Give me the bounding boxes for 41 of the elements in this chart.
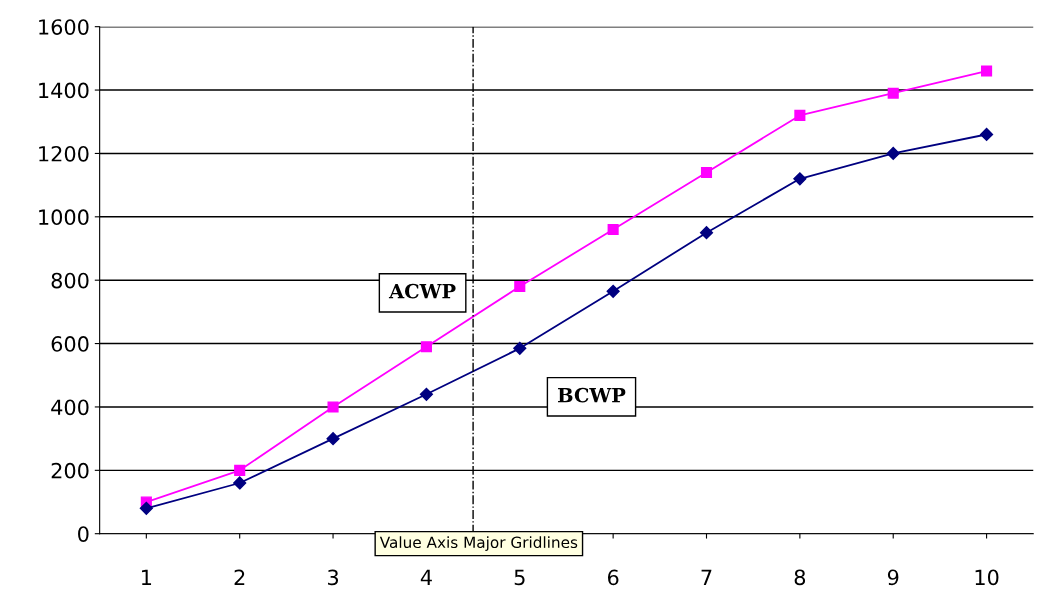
text: Value Axis Major Gridlines bbox=[379, 536, 578, 552]
y-tick-label: 1000 bbox=[39, 209, 89, 226]
y-tick-label: 600 bbox=[51, 336, 89, 352]
y-tick-label: 0 bbox=[78, 526, 89, 542]
point bbox=[699, 226, 714, 240]
point bbox=[887, 87, 899, 99]
point bbox=[327, 401, 339, 413]
y-tick-label: 1200 bbox=[39, 145, 89, 162]
y-tick-label: 1600 bbox=[39, 19, 89, 35]
y-tick-label: 400 bbox=[51, 399, 89, 416]
x-tick-label: 1 bbox=[142, 569, 152, 585]
y-tick-label: 800 bbox=[51, 272, 89, 289]
x-tick-label: 5 bbox=[514, 569, 525, 586]
y-tick-label: 200 bbox=[51, 462, 89, 479]
text: BCWP bbox=[558, 387, 626, 403]
x-tick-label: 8 bbox=[794, 569, 806, 586]
point bbox=[419, 387, 434, 401]
x-tick-label: 3 bbox=[328, 569, 339, 586]
point bbox=[700, 166, 713, 179]
point bbox=[606, 284, 620, 298]
y-tick-label: 1400 bbox=[39, 82, 89, 99]
point bbox=[234, 464, 246, 476]
point bbox=[794, 109, 806, 121]
point bbox=[513, 341, 527, 355]
point bbox=[793, 172, 807, 186]
x-tick-label: 9 bbox=[887, 569, 899, 586]
point bbox=[139, 501, 153, 515]
x-tick-label: 2 bbox=[234, 569, 245, 585]
point bbox=[979, 127, 994, 142]
point bbox=[514, 280, 526, 293]
point bbox=[326, 432, 340, 446]
point bbox=[886, 146, 900, 161]
point bbox=[420, 341, 432, 353]
point bbox=[233, 476, 247, 490]
series-label: ACWP bbox=[388, 283, 456, 299]
x-tick-label: 6 bbox=[607, 569, 619, 586]
point bbox=[981, 65, 993, 77]
point bbox=[607, 223, 619, 236]
x-tick-label: 4 bbox=[420, 569, 432, 585]
x-tick-label: 10 bbox=[975, 569, 999, 586]
x-tick-label: 7 bbox=[701, 569, 712, 585]
